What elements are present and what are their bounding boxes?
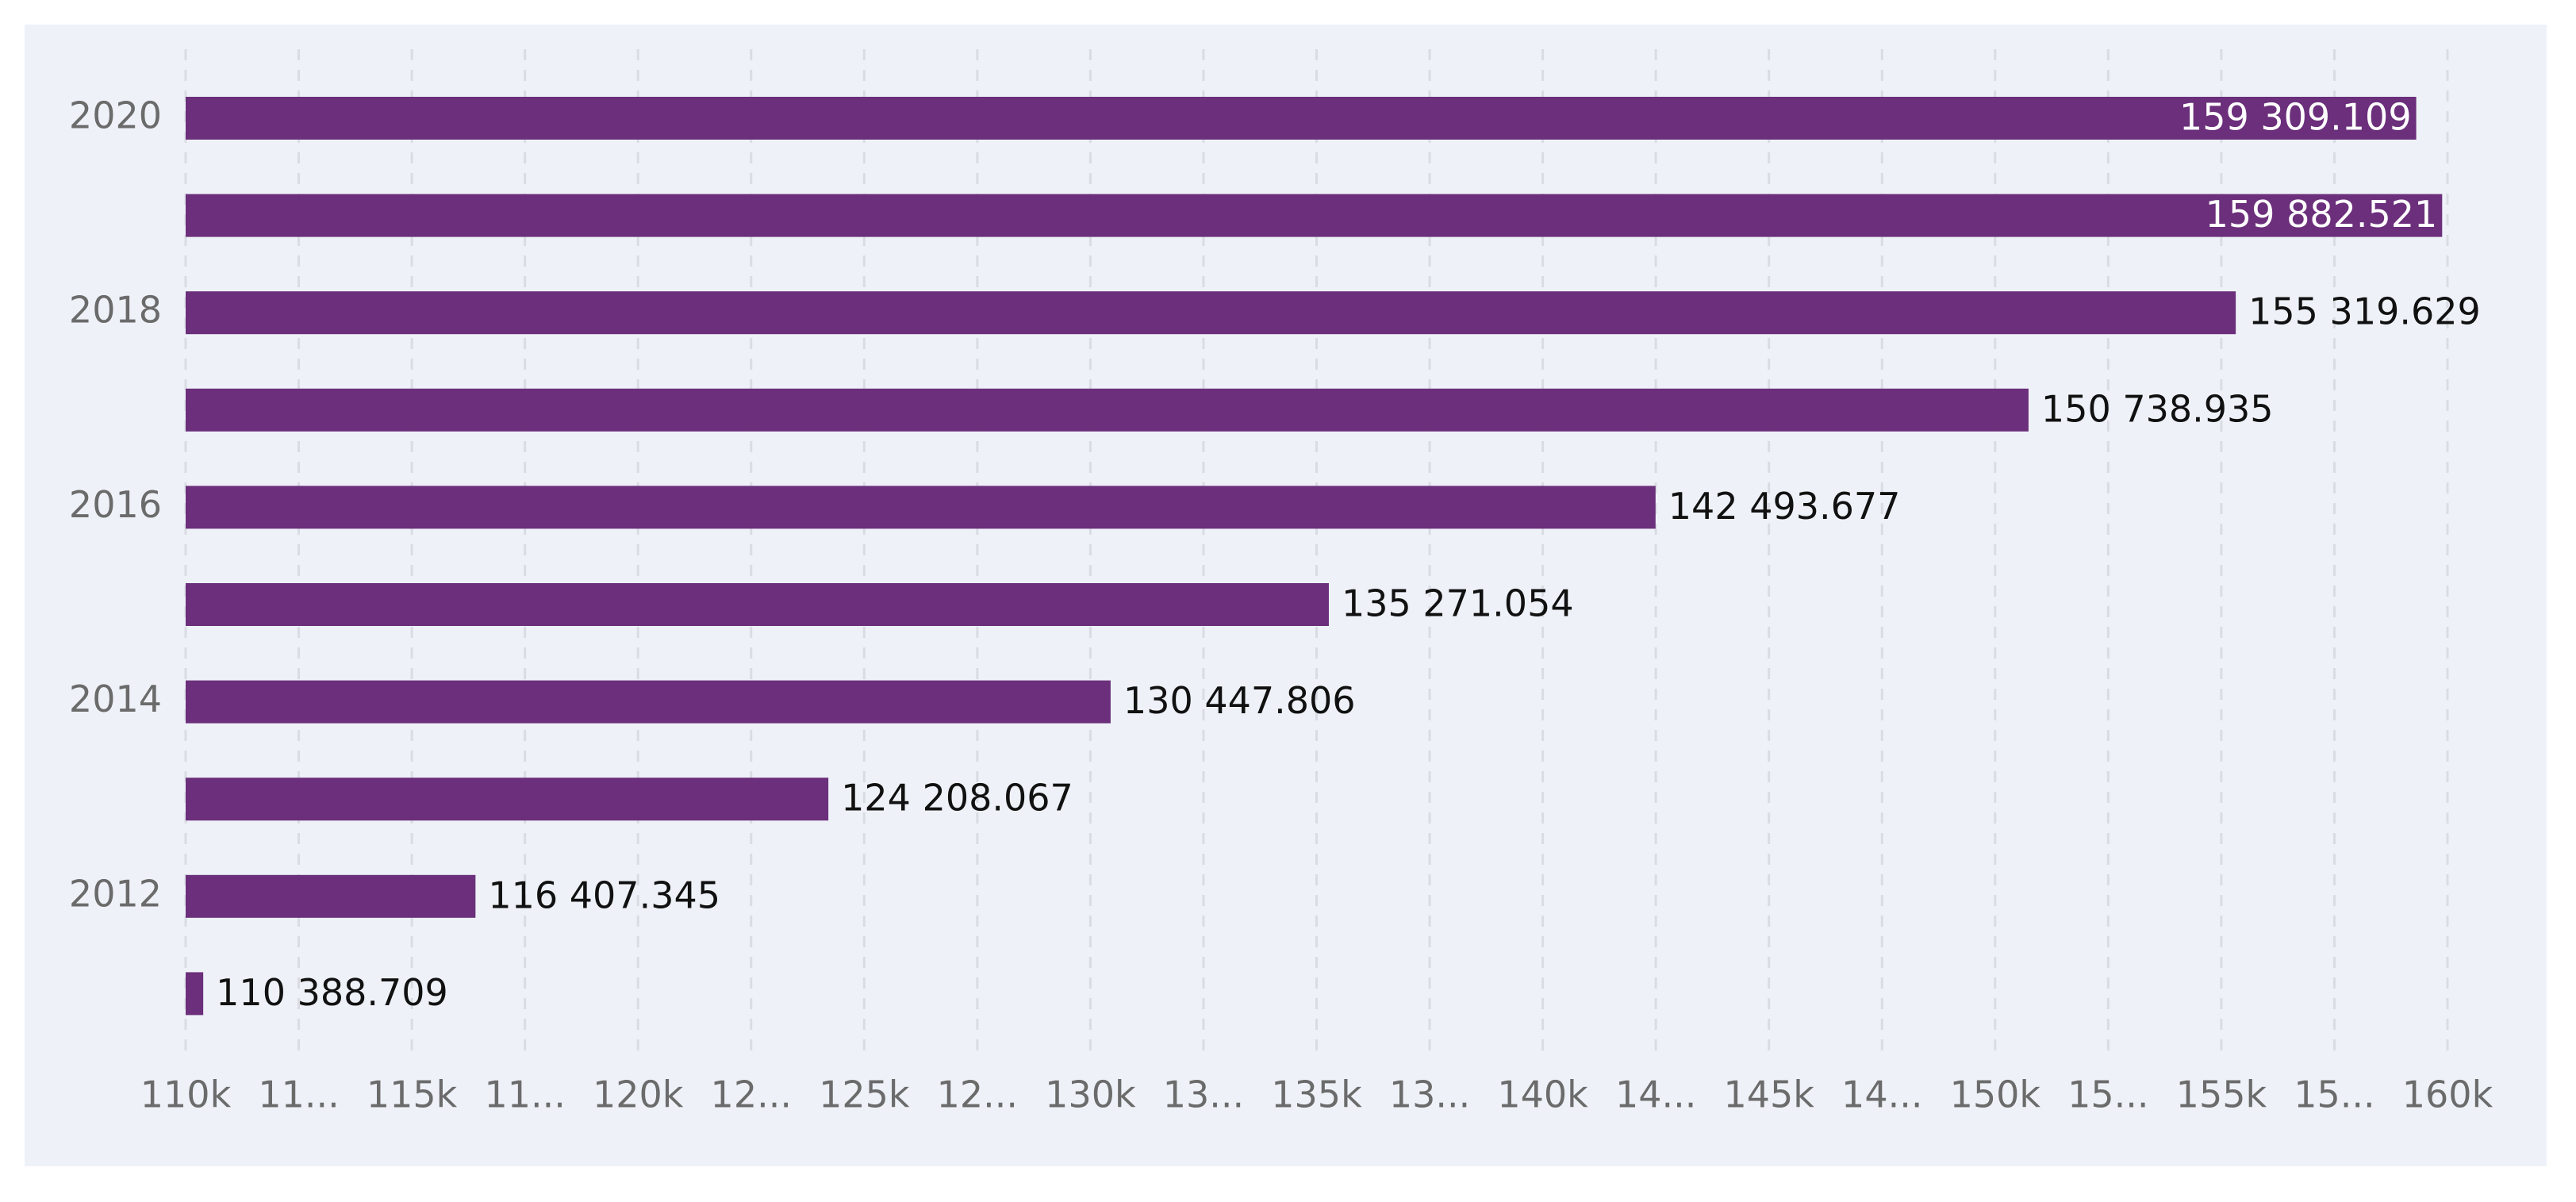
bar (186, 680, 1111, 724)
x-tick-label: 11... (258, 1073, 339, 1116)
x-tick-label: 150k (1950, 1073, 2041, 1116)
value-label: 155 319.629 (2248, 290, 2481, 333)
y-tick-label: 2016 (69, 483, 162, 526)
bar (186, 291, 2236, 335)
x-tick-label: 125k (819, 1073, 910, 1116)
value-label: 135 271.054 (1342, 582, 1574, 625)
x-tick-label: 120k (593, 1073, 684, 1116)
bar (186, 194, 2443, 237)
x-tick-label: 13... (1389, 1073, 1470, 1116)
x-tick-label: 155k (2176, 1073, 2267, 1116)
bar (186, 486, 1656, 529)
y-tick-label: 2014 (69, 678, 162, 720)
value-label: 110 388.709 (216, 971, 448, 1014)
bar (186, 97, 2417, 140)
x-tick-label: 135k (1271, 1073, 1362, 1116)
x-tick-label: 13... (1163, 1073, 1244, 1116)
value-label: 159 309.109 (2179, 96, 2412, 139)
x-tick-label: 12... (937, 1073, 1018, 1116)
value-label: 142 493.677 (1668, 485, 1901, 528)
value-label: 130 447.806 (1123, 679, 1356, 722)
x-tick-label: 15... (2067, 1073, 2148, 1116)
y-tick-label: 2012 (69, 872, 162, 915)
x-tick-label: 130k (1045, 1073, 1136, 1116)
bar (186, 972, 204, 1016)
value-label: 124 208.067 (841, 777, 1073, 820)
bar (186, 874, 476, 918)
x-tick-label: 140k (1497, 1073, 1588, 1116)
x-tick-label: 12... (711, 1073, 792, 1116)
x-tick-label: 14... (1615, 1073, 1696, 1116)
x-tick-label: 15... (2294, 1073, 2374, 1116)
x-tick-label: 14... (1841, 1073, 1922, 1116)
bar (186, 778, 829, 821)
y-tick-label: 2018 (69, 289, 162, 332)
bar (186, 388, 2029, 432)
value-label: 116 407.345 (488, 874, 720, 916)
y-tick-label: 2020 (69, 94, 162, 137)
x-tick-label: 160k (2402, 1073, 2493, 1116)
value-label: 150 738.935 (2041, 387, 2274, 430)
x-tick-label: 11... (484, 1073, 565, 1116)
value-label: 159 882.521 (2206, 193, 2438, 236)
x-tick-label: 115k (367, 1073, 458, 1116)
bar (186, 583, 1329, 626)
x-tick-label: 110k (140, 1073, 232, 1116)
x-tick-label: 145k (1723, 1073, 1814, 1116)
